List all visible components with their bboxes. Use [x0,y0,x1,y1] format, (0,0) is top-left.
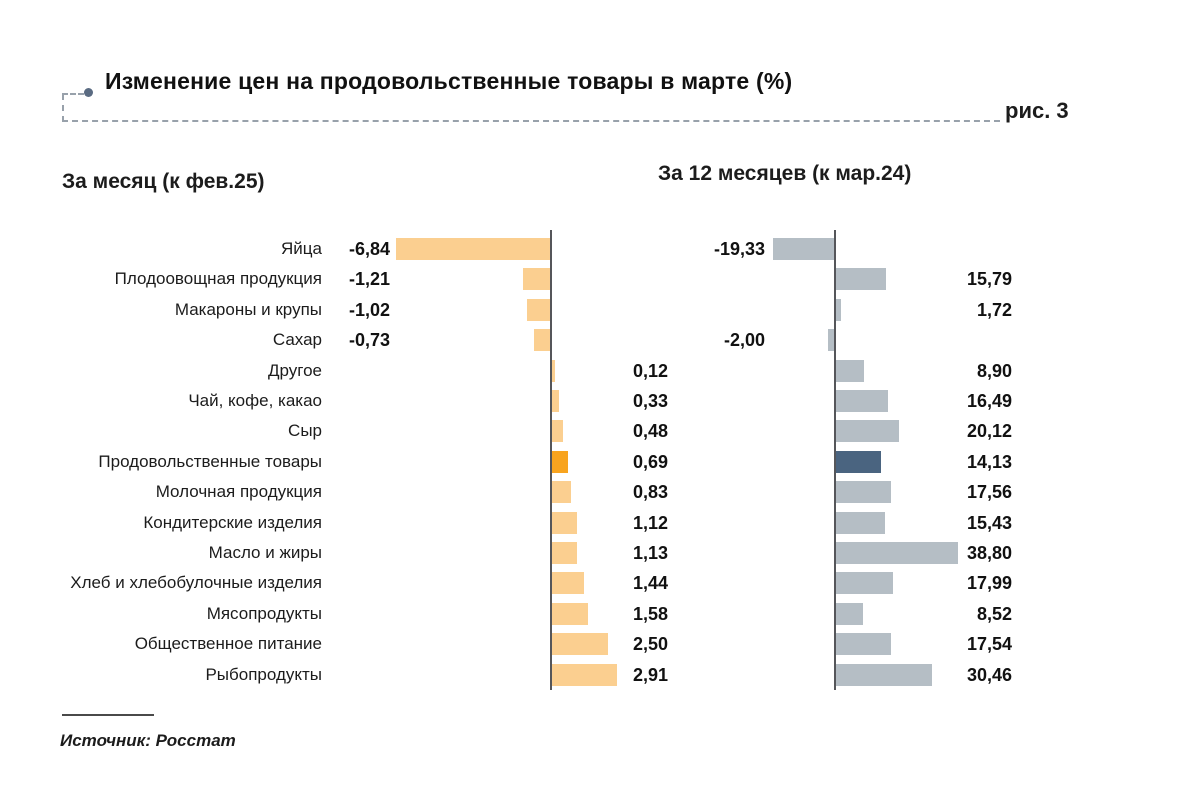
year-value-label: 15,43 [966,513,1012,533]
category-label: Хлеб и хлебобулочные изделия [70,573,322,592]
year-value-label: 17,99 [966,573,1012,593]
year-value-label: 1,72 [976,300,1012,320]
month-value-label: 0,83 [632,482,668,502]
year-value-label: 16,49 [966,391,1012,411]
month-bar [552,481,571,503]
month-bar [552,633,609,655]
category-label: Яйца [281,239,322,258]
category-label: Кондитерские изделия [143,513,322,532]
year-value-label: 8,52 [976,604,1012,624]
year-bar [836,451,881,473]
month-value-label: 1,13 [632,543,668,563]
month-value-label: 0,33 [632,391,668,411]
dashed-border-left [62,94,64,122]
dashed-connector [62,93,84,95]
month-bar [552,360,555,382]
month-bar [522,268,550,290]
month-bar [552,542,578,564]
month-value-label: 1,12 [632,513,668,533]
month-value-label: 2,91 [632,665,668,685]
year-value-label: 38,80 [966,543,1012,563]
month-bar [552,572,585,594]
year-bar [836,664,932,686]
month-value-label: -1,02 [348,300,390,320]
year-bar [836,299,842,321]
year-bar [836,542,959,564]
month-bar [552,664,618,686]
source-note: Источник: Росстат [60,731,236,750]
left-chart-axis [550,230,552,690]
year-value-label: 8,90 [976,361,1012,381]
year-value-label: -19,33 [713,239,765,259]
month-bar [552,451,568,473]
year-bar [836,420,900,442]
right-chart-axis [834,230,836,690]
category-label: Макароны и крупы [174,300,322,319]
month-bar [533,329,550,351]
month-value-label: 0,12 [632,361,668,381]
category-label: Сахар [272,330,322,349]
category-label: Продовольственные товары [98,452,322,471]
month-value-label: -6,84 [348,239,390,259]
year-bar [827,329,834,351]
category-label: Общественное питание [134,634,322,653]
year-bar [836,481,892,503]
figure-title: Изменение цен на продовольственные товар… [105,68,793,94]
month-value-label: 2,50 [632,634,668,654]
month-bar [552,390,560,412]
category-label: Рыбопродукты [205,665,322,684]
year-bar [836,603,863,625]
month-value-label: 0,69 [632,452,668,472]
month-value-label: 1,44 [632,573,668,593]
year-bar [836,390,888,412]
figure-number: рис. 3 [1005,98,1069,123]
category-label: Мясопродукты [206,604,322,623]
category-label: Сыр [288,421,322,440]
month-bar [552,512,578,534]
year-bar [836,572,893,594]
category-label: Молочная продукция [155,482,322,501]
category-label: Другое [267,361,322,380]
source-divider [62,714,154,716]
month-value-label: 1,58 [632,604,668,624]
month-bar [396,238,550,260]
dashed-border-bottom [62,120,1000,122]
year-value-label: 15,79 [966,269,1012,289]
month-bar [552,420,563,442]
year-value-label: 17,54 [966,634,1012,654]
year-bar [836,512,885,534]
right-chart-title: За 12 месяцев (к мар.24) [658,162,912,185]
year-bar [836,360,865,382]
category-label: Плодоовощная продукция [114,269,322,288]
year-value-label: -2,00 [723,330,765,350]
year-bar [836,633,892,655]
month-value-label: -0,73 [348,330,390,350]
category-label: Масло и жиры [208,543,322,562]
year-value-label: 20,12 [966,421,1012,441]
month-value-label: 0,48 [632,421,668,441]
year-bar [773,238,834,260]
year-value-label: 14,13 [966,452,1012,472]
year-value-label: 30,46 [966,665,1012,685]
left-chart-title: За месяц (к фев.25) [62,170,265,193]
month-bar [527,299,550,321]
month-bar [552,603,588,625]
year-value-label: 17,56 [966,482,1012,502]
month-value-label: -1,21 [348,269,390,289]
year-bar [836,268,886,290]
category-label: Чай, кофе, какао [188,391,322,410]
bullet-dot-icon [84,88,93,97]
